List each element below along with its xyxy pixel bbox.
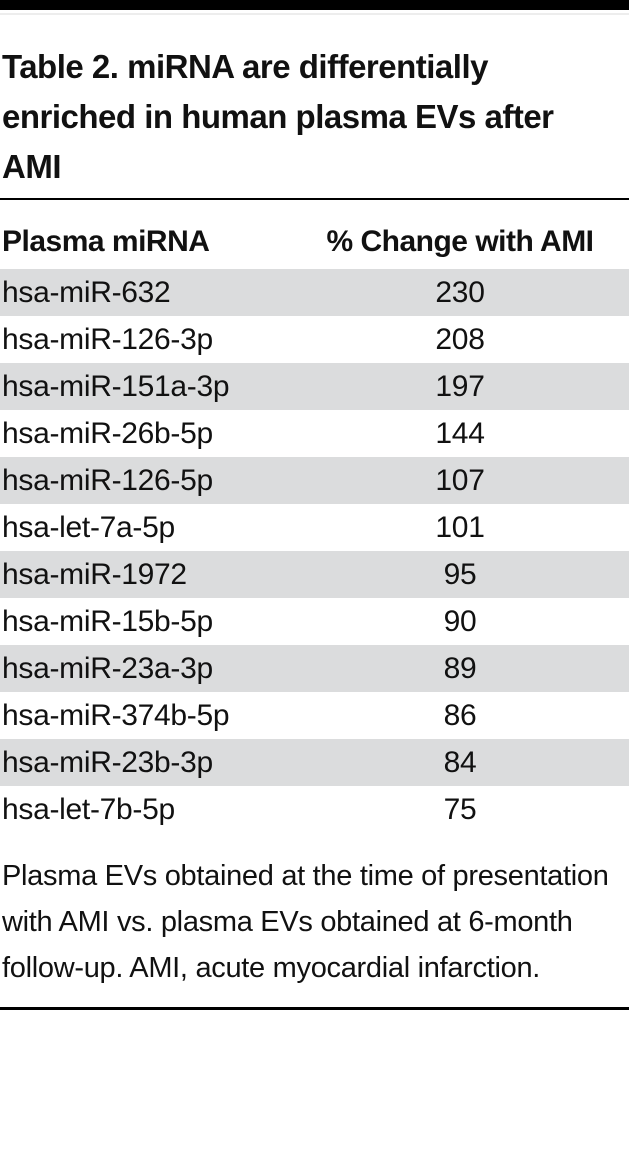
- mirna-name-cell: hsa-miR-15b-5p: [2, 604, 213, 638]
- mirna-name-cell: hsa-miR-632: [2, 275, 171, 309]
- mirna-name-cell: hsa-miR-23b-3p: [2, 745, 213, 779]
- mirna-name-cell: hsa-miR-126-3p: [2, 322, 213, 356]
- table-header-row: Plasma miRNA % Change with AMI: [0, 200, 629, 269]
- column-header-plasma-mirna: Plasma miRNA: [2, 225, 210, 258]
- table-row: hsa-miR-632 230: [0, 269, 629, 316]
- table-row: hsa-let-7b-5p 75: [0, 786, 629, 833]
- column-header-percent-change: % Change with AMI: [326, 225, 594, 258]
- percent-change-cell: 95: [443, 557, 477, 591]
- mirna-name-cell: hsa-let-7b-5p: [2, 792, 175, 826]
- percent-change-cell: 75: [443, 792, 477, 826]
- top-rule-shadow: [0, 13, 629, 15]
- table-row: hsa-let-7a-5p 101: [0, 504, 629, 551]
- table-row: hsa-miR-15b-5p 90: [0, 598, 629, 645]
- percent-change-cell: 89: [443, 651, 477, 685]
- table-body: hsa-miR-632 230 hsa-miR-126-3p 208 hsa-miR-1…: [0, 269, 629, 833]
- top-rule-thick: [0, 0, 629, 10]
- table-row: hsa-miR-1972 95: [0, 551, 629, 598]
- table-row: hsa-miR-374b-5p 86: [0, 692, 629, 739]
- table-footnote: Plasma EVs obtained at the time of prese…: [2, 860, 609, 984]
- mirna-name-cell: hsa-miR-23a-3p: [2, 651, 213, 685]
- header-top-rule: [0, 198, 629, 200]
- percent-change-cell: 101: [435, 510, 485, 544]
- mirna-name-cell: hsa-miR-1972: [2, 557, 187, 591]
- table-row: hsa-miR-151a-3p 197: [0, 363, 629, 410]
- mirna-name-cell: hsa-miR-374b-5p: [2, 698, 230, 732]
- percent-change-cell: 107: [435, 463, 485, 497]
- percent-change-cell: 197: [435, 369, 485, 403]
- mirna-name-cell: hsa-miR-151a-3p: [2, 369, 230, 403]
- percent-change-cell: 144: [435, 416, 485, 450]
- table-row: hsa-miR-126-5p 107: [0, 457, 629, 504]
- table-row: hsa-miR-23a-3p 89: [0, 645, 629, 692]
- percent-change-cell: 208: [435, 322, 485, 356]
- percent-change-cell: 84: [443, 745, 477, 779]
- table-row: hsa-miR-23b-3p 84: [0, 739, 629, 786]
- mirna-name-cell: hsa-miR-126-5p: [2, 463, 213, 497]
- percent-change-cell: 230: [435, 275, 485, 309]
- table-title: Table 2. miRNA are differentially enrich…: [2, 48, 554, 185]
- mirna-name-cell: hsa-let-7a-5p: [2, 510, 175, 544]
- mirna-table: Plasma miRNA % Change with AMI hsa-miR-6…: [0, 200, 629, 833]
- mirna-name-cell: hsa-miR-26b-5p: [2, 416, 213, 450]
- percent-change-cell: 90: [443, 604, 477, 638]
- bottom-rule: [0, 1007, 629, 1010]
- percent-change-cell: 86: [443, 698, 477, 732]
- table-row: hsa-miR-126-3p 208: [0, 316, 629, 363]
- table-row: hsa-miR-26b-5p 144: [0, 410, 629, 457]
